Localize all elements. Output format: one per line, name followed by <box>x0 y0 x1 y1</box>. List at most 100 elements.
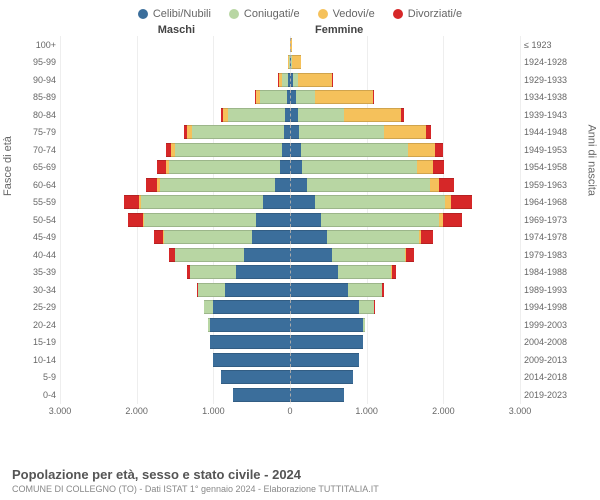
segment <box>321 213 440 227</box>
center-line <box>290 353 291 367</box>
segment <box>290 230 327 244</box>
bar-female <box>290 195 520 209</box>
segment <box>260 90 287 104</box>
center-line <box>290 283 291 297</box>
legend-swatch <box>229 9 239 19</box>
segment <box>144 213 255 227</box>
segment <box>290 108 298 122</box>
segment <box>408 143 435 157</box>
bar-female <box>290 143 520 157</box>
bar-female <box>290 283 520 297</box>
segment <box>282 143 290 157</box>
legend-swatch <box>318 9 328 19</box>
header-male: Maschi <box>0 24 255 36</box>
birth-label: 1979-1983 <box>520 250 580 260</box>
bar-male <box>60 353 290 367</box>
birth-label: 1939-1943 <box>520 110 580 120</box>
age-label: 5-9 <box>20 372 60 382</box>
bar-male <box>60 143 290 157</box>
bar-female <box>290 265 520 279</box>
segment <box>290 248 332 262</box>
bar-pair <box>60 283 520 297</box>
pyramid-row: 5-92014-2018 <box>20 369 580 387</box>
bar-male <box>60 38 290 52</box>
bar-male <box>60 370 290 384</box>
x-tick: 3.000 <box>509 406 532 416</box>
segment <box>443 213 462 227</box>
segment <box>290 335 363 349</box>
bar-female <box>290 353 520 367</box>
center-line <box>290 125 291 139</box>
center-line <box>290 108 291 122</box>
bar-male <box>60 195 290 209</box>
segment <box>263 195 290 209</box>
segment <box>213 300 290 314</box>
segment <box>190 265 236 279</box>
pyramid-row: 45-491974-1978 <box>20 229 580 247</box>
center-line <box>290 195 291 209</box>
segment <box>290 283 348 297</box>
bar-female <box>290 90 520 104</box>
bar-pair <box>60 178 520 192</box>
segment <box>332 248 405 262</box>
bar-pair <box>60 370 520 384</box>
chart-area: Fasce di età Anni di nascita 100+≤ 19239… <box>20 36 580 404</box>
segment <box>204 300 213 314</box>
bar-female <box>290 300 520 314</box>
segment <box>275 178 290 192</box>
age-label: 55-59 <box>20 197 60 207</box>
segment <box>296 90 315 104</box>
bar-female <box>290 73 520 87</box>
age-label: 20-24 <box>20 320 60 330</box>
age-label: 90-94 <box>20 75 60 85</box>
birth-label: 2019-2023 <box>520 390 580 400</box>
age-label: 10-14 <box>20 355 60 365</box>
segment <box>192 125 284 139</box>
segment <box>301 143 408 157</box>
legend-item: Coniugati/e <box>229 8 300 20</box>
bar-pair <box>60 108 520 122</box>
bar-male <box>60 90 290 104</box>
segment <box>244 248 290 262</box>
gender-headers: Maschi Femmine <box>0 24 600 36</box>
segment <box>128 213 143 227</box>
bar-female <box>290 55 520 69</box>
center-line <box>290 160 291 174</box>
age-label: 65-69 <box>20 162 60 172</box>
center-line <box>290 73 291 87</box>
bar-pair <box>60 38 520 52</box>
bar-pair <box>60 55 520 69</box>
bar-pair <box>60 73 520 87</box>
center-line <box>290 213 291 227</box>
pyramid-row: 90-941929-1933 <box>20 71 580 89</box>
x-tick: 1.000 <box>355 406 378 416</box>
legend-label: Coniugati/e <box>244 8 300 20</box>
segment <box>175 143 282 157</box>
bar-male <box>60 265 290 279</box>
bar-female <box>290 38 520 52</box>
bar-male <box>60 283 290 297</box>
center-line <box>290 38 291 52</box>
segment <box>327 230 419 244</box>
age-label: 50-54 <box>20 215 60 225</box>
legend-item: Vedovi/e <box>318 8 375 20</box>
age-label: 0-4 <box>20 390 60 400</box>
segment <box>160 178 275 192</box>
center-line <box>290 230 291 244</box>
bar-pair <box>60 248 520 262</box>
legend-label: Vedovi/e <box>333 8 375 20</box>
segment <box>315 195 445 209</box>
segment <box>332 73 333 87</box>
segment <box>435 143 443 157</box>
bar-female <box>290 318 520 332</box>
pyramid-row: 35-391984-1988 <box>20 264 580 282</box>
bar-pair <box>60 300 520 314</box>
bar-male <box>60 213 290 227</box>
segment <box>213 353 290 367</box>
bar-female <box>290 160 520 174</box>
age-label: 45-49 <box>20 232 60 242</box>
footer: Popolazione per età, sesso e stato civil… <box>12 467 379 494</box>
center-line <box>290 318 291 332</box>
pyramid-rows: 100+≤ 192395-991924-192890-941929-193385… <box>20 36 580 404</box>
segment <box>175 248 244 262</box>
